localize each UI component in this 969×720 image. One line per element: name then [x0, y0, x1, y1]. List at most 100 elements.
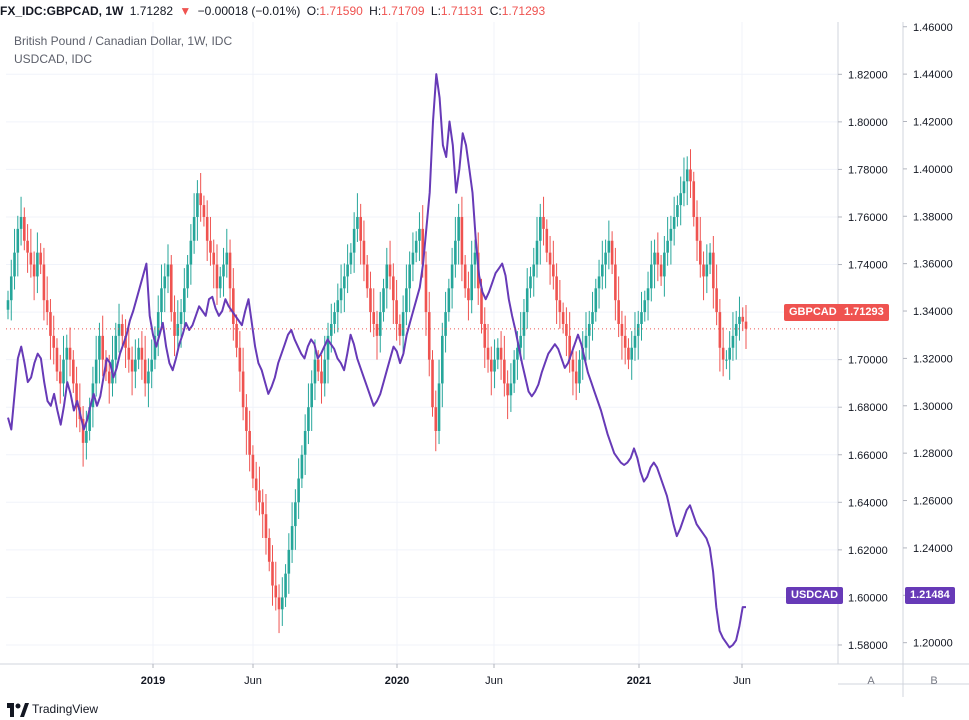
candle-146: [483, 307, 487, 368]
candle-173: [571, 346, 575, 396]
candle-115: [382, 278, 385, 322]
open-value: 1.71590: [319, 4, 363, 18]
candle-171: [565, 307, 568, 357]
candle-162: [535, 216, 539, 278]
candle-98: [326, 322, 330, 384]
axis-button-a[interactable]: A: [867, 675, 875, 687]
candle-184: [607, 220, 611, 270]
candle-123: [408, 251, 411, 313]
candle-153: [506, 370, 509, 420]
candle-45: [153, 326, 157, 370]
candle-23: [81, 406, 85, 467]
candle-54: [183, 268, 186, 329]
candle-177: [584, 312, 588, 361]
candle-113: [375, 310, 379, 360]
candle-206: [679, 176, 682, 226]
candle-124: [411, 232, 415, 282]
symbol-name[interactable]: FX_IDC:GBPCAD, 1W: [0, 4, 124, 18]
tradingview-brand[interactable]: TradingView: [32, 702, 99, 716]
candle-56: [189, 224, 193, 285]
candle-71: [238, 331, 242, 392]
left-axis-tick: 1.82000: [848, 69, 888, 81]
candle-87: [290, 502, 294, 563]
candle-181: [597, 259, 601, 309]
candle-69: [232, 268, 235, 341]
candle-110: [365, 255, 369, 298]
candle-120: [398, 314, 402, 346]
candle-159: [525, 268, 529, 329]
close-label: C:: [489, 4, 502, 18]
candle-92: [307, 383, 310, 445]
candle-112: [372, 288, 376, 338]
candle-199: [656, 232, 660, 282]
candle-223: [734, 310, 738, 360]
candle-135: [447, 278, 451, 322]
candle-140: [463, 255, 467, 298]
candle-183: [604, 239, 607, 289]
left-axis-tick: 1.64000: [848, 497, 888, 509]
candle-35: [120, 314, 124, 346]
candle-65: [218, 266, 222, 298]
candle-66: [222, 247, 225, 297]
candle-62: [209, 216, 212, 266]
candle-39: [134, 339, 137, 389]
candle-11: [42, 247, 46, 321]
price-chart[interactable]: 1.820001.800001.780001.760001.740001.720…: [0, 22, 969, 697]
left-axis-tick: 1.74000: [848, 260, 888, 272]
candle-224: [738, 296, 741, 341]
axis-button-b[interactable]: B: [930, 675, 937, 687]
candle-67: [225, 228, 229, 278]
candle-154: [509, 363, 513, 412]
candle-111: [369, 271, 372, 333]
candle-225: [741, 307, 745, 332]
candle-9: [36, 232, 39, 294]
candle-214: [705, 244, 709, 294]
candle-61: [205, 200, 209, 261]
x-axis-tick: 2021: [627, 675, 651, 687]
candle-1: [9, 259, 13, 321]
candle-27: [94, 335, 98, 397]
candle-108: [359, 203, 362, 265]
candle-91: [303, 414, 307, 475]
low-label: L:: [430, 4, 441, 18]
candle-161: [532, 247, 536, 297]
usdcad-tag-label: USDCAD: [791, 589, 839, 601]
compare-series-legend[interactable]: USDCAD, IDC: [14, 52, 93, 66]
candle-166: [548, 236, 552, 285]
candle-7: [29, 228, 33, 278]
candle-79: [264, 493, 268, 555]
candle-219: [721, 327, 725, 377]
right-axis-tick: 1.36000: [913, 259, 953, 271]
gbpcad-price-value: 1.71293: [844, 306, 884, 318]
candle-130: [431, 350, 434, 417]
candle-0: [6, 290, 10, 320]
candle-139: [460, 196, 464, 282]
candle-211: [695, 200, 699, 261]
right-axis-tick: 1.28000: [913, 448, 953, 460]
low-value: 1.71131: [440, 4, 484, 18]
left-axis-tick: 1.60000: [848, 592, 888, 604]
candle-44: [150, 339, 153, 389]
gbpcad-tag: GBPCAD: [784, 304, 842, 321]
candle-136: [450, 247, 454, 309]
candle-209: [689, 149, 692, 198]
candle-81: [271, 545, 274, 606]
candle-4: [19, 196, 23, 246]
footer: TradingView: [0, 697, 969, 720]
candle-101: [336, 283, 340, 333]
candle-58: [196, 180, 199, 241]
main-series-legend[interactable]: British Pound / Canadian Dollar, 1W, IDC: [14, 34, 233, 48]
candle-128: [424, 251, 428, 336]
candle-57: [192, 193, 196, 254]
x-axis-tick: Jun: [244, 675, 262, 687]
candle-134: [444, 291, 447, 353]
candle-89: [297, 458, 300, 519]
candle-149: [493, 339, 496, 389]
candle-83: [277, 584, 281, 634]
candle-46: [156, 295, 160, 357]
candle-12: [45, 276, 49, 326]
left-axis-tick: 1.76000: [848, 212, 888, 224]
candle-95: [316, 350, 320, 382]
candle-215: [708, 243, 712, 275]
candle-88: [294, 489, 297, 550]
